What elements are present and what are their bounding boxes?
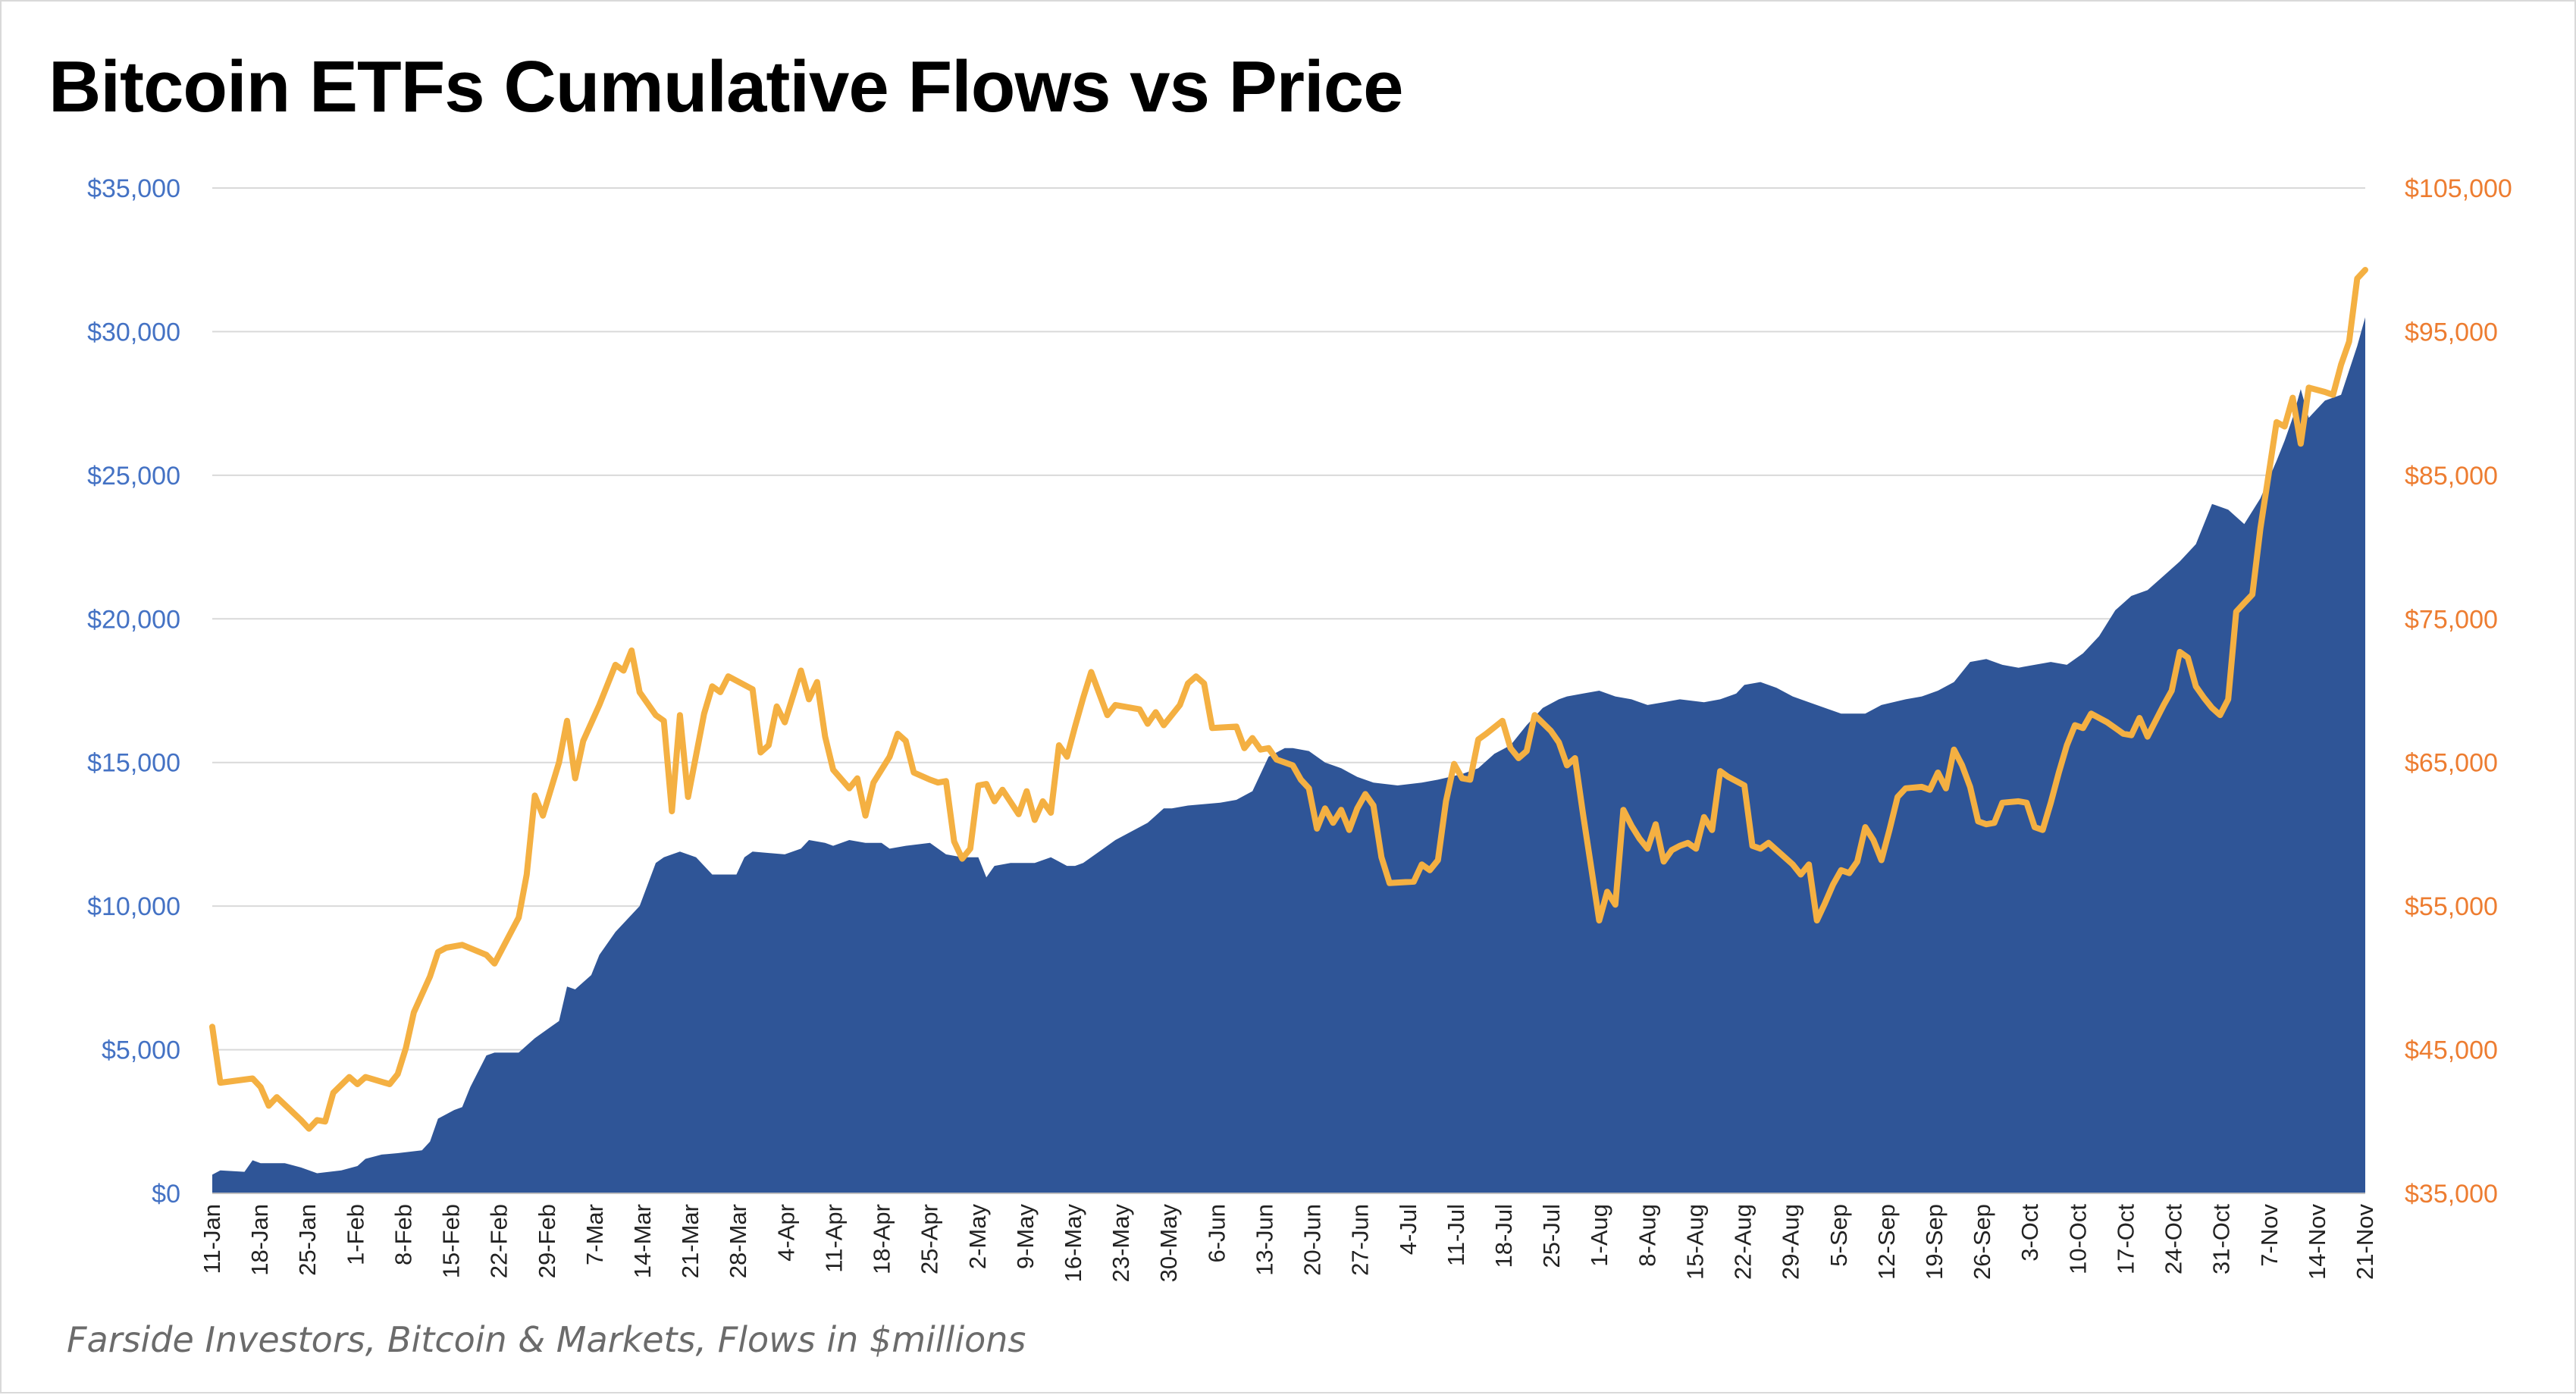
x-tick-label: 29-Aug [1778, 1204, 1804, 1280]
y-right-tick-label: $65,000 [2405, 749, 2498, 778]
y-right-tick-label: $95,000 [2405, 318, 2498, 346]
x-tick-label: 31-Oct [2208, 1204, 2235, 1274]
x-tick-label: 25-Jul [1538, 1204, 1565, 1268]
x-tick-label: 22-Feb [486, 1204, 512, 1278]
y-left-tick-label: $35,000 [87, 174, 180, 203]
x-tick-label: 14-Mar [629, 1204, 656, 1278]
x-tick-label: 24-Oct [2161, 1204, 2187, 1274]
y-right-tick-label: $85,000 [2405, 462, 2498, 491]
flows-area-series [212, 317, 2365, 1193]
x-tick-label: 7-Nov [2256, 1204, 2283, 1267]
x-tick-label: 3-Oct [2017, 1204, 2043, 1262]
x-tick-label: 4-Apr [772, 1204, 799, 1262]
x-tick-label: 21-Nov [2352, 1204, 2378, 1280]
y-right-tick-label: $55,000 [2405, 892, 2498, 921]
y-right-tick-label: $105,000 [2405, 174, 2512, 203]
x-tick-label: 9-May [1012, 1204, 1039, 1270]
x-tick-label: 21-Mar [677, 1204, 704, 1278]
x-tick-label: 4-Jul [1395, 1204, 1421, 1255]
x-tick-label: 8-Aug [1634, 1204, 1660, 1267]
x-tick-label: 26-Sep [1969, 1204, 1995, 1280]
chart-source-caption: Farside Investors, Bitcoin & Markets, Fl… [67, 1319, 1026, 1360]
y-right-tick-label: $35,000 [2405, 1180, 2498, 1208]
y-left-tick-label: $15,000 [87, 749, 180, 778]
x-tick-label: 18-Jul [1490, 1204, 1517, 1268]
x-tick-label: 27-Jun [1347, 1204, 1374, 1276]
y-left-tick-label: $10,000 [87, 892, 180, 921]
x-tick-label: 25-Jan [294, 1204, 321, 1276]
x-tick-label: 16-May [1060, 1204, 1086, 1283]
x-tick-label: 30-May [1155, 1204, 1182, 1283]
y-left-tick-label: $25,000 [87, 462, 180, 491]
y-left-tick-label: $30,000 [87, 318, 180, 346]
price-line-series [209, 267, 2368, 1132]
chart-title: Bitcoin ETFs Cumulative Flows vs Price [49, 46, 1403, 127]
x-tick-label: 15-Feb [438, 1204, 465, 1278]
x-tick-label: 17-Oct [2112, 1204, 2139, 1274]
x-tick-label: 22-Aug [1730, 1204, 1757, 1280]
x-tick-label: 25-Apr [917, 1204, 943, 1274]
x-tick-label: 14-Nov [2304, 1204, 2330, 1280]
y-right-tick-label: $75,000 [2405, 605, 2498, 634]
x-tick-label: 2-May [964, 1204, 991, 1270]
x-tick-label: 19-Sep [1921, 1204, 1948, 1280]
x-tick-label: 11-Jul [1443, 1204, 1469, 1266]
x-tick-label: 13-Jun [1251, 1204, 1277, 1276]
x-tick-label: 20-Jun [1299, 1204, 1326, 1276]
x-tick-label: 11-Apr [820, 1204, 847, 1273]
x-tick-label: 11-Jan [199, 1204, 225, 1274]
x-tick-label: 12-Sep [1873, 1204, 1900, 1280]
x-tick-label: 18-Jan [246, 1204, 273, 1276]
x-tick-label: 15-Aug [1681, 1204, 1708, 1280]
x-tick-label: 5-Sep [1825, 1204, 1852, 1267]
x-tick-label: 1-Feb [342, 1204, 368, 1265]
x-tick-label: 6-Jun [1203, 1204, 1230, 1263]
x-tick-label: 7-Mar [581, 1204, 608, 1265]
y-left-tick-label: $20,000 [87, 605, 180, 634]
x-tick-label: 29-Feb [534, 1204, 560, 1278]
x-tick-label: 23-May [1108, 1204, 1134, 1283]
y-left-tick-label: $5,000 [102, 1036, 180, 1065]
y-left-tick-label: $0 [152, 1180, 180, 1208]
x-tick-label: 1-Aug [1586, 1204, 1612, 1267]
x-tick-label: 10-Oct [2064, 1204, 2091, 1274]
x-tick-label: 8-Feb [390, 1204, 416, 1265]
x-tick-label: 18-Apr [869, 1204, 895, 1274]
x-tick-label: 28-Mar [725, 1204, 751, 1278]
y-right-tick-label: $45,000 [2405, 1036, 2498, 1065]
